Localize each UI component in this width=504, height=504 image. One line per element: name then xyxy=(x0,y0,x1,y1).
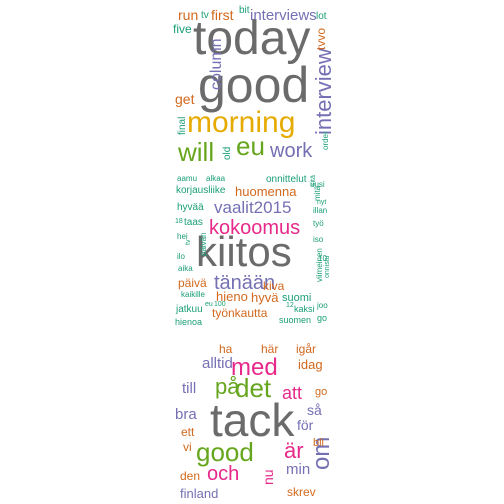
english-cloud-word: today xyxy=(193,12,311,65)
finnish-cloud-word: 10 xyxy=(318,254,327,263)
swedish-cloud-word: med xyxy=(231,354,278,381)
finnish-cloud-word: joo xyxy=(317,301,328,310)
swedish-cloud-word: vi xyxy=(183,440,192,454)
finnish-cloud-word: eu xyxy=(205,301,213,308)
english-cloud-word: morning xyxy=(187,106,296,139)
english-cloud-word: order xyxy=(321,131,330,150)
finnish-cloud-word: huomenna xyxy=(235,184,297,199)
english-cloud-word: five xyxy=(173,22,192,36)
finnish-cloud-word: taas xyxy=(184,217,203,228)
swedish-cloud-word: är xyxy=(284,438,304,463)
finnish-cloud-word: 100 xyxy=(214,301,226,308)
swedish-cloud-word: att xyxy=(282,383,303,403)
english-cloud-word: get xyxy=(175,91,195,107)
finnish-cloud-word: jatkuu xyxy=(176,304,203,315)
finnish-cloud-word: go xyxy=(317,313,328,323)
finnish-cloud-word: työ xyxy=(313,219,324,228)
english-cloud-word: lot xyxy=(316,11,327,22)
swedish-word-cloud xyxy=(170,338,334,504)
finnish-cloud-word: 12 xyxy=(286,302,294,309)
english-cloud-word: will xyxy=(178,137,215,167)
english-cloud-word: interview xyxy=(311,48,336,135)
english-cloud-word: good xyxy=(198,57,310,113)
english-cloud-word: interviews xyxy=(250,7,317,24)
finnish-cloud-word: kiva xyxy=(263,279,285,293)
finnish-cloud-word: korjausliike xyxy=(176,185,226,196)
finnish-cloud-word: iso xyxy=(313,235,324,244)
english-cloud-word: eu xyxy=(236,131,265,161)
swedish-cloud-word: för xyxy=(297,417,314,433)
english-cloud-word: bit xyxy=(239,5,250,16)
english-cloud-word: run xyxy=(178,7,199,23)
finnish-cloud-word: aika xyxy=(178,264,193,273)
finnish-cloud-word: viimeinen xyxy=(315,248,324,282)
finnish-cloud-word: kiitos xyxy=(196,228,292,275)
finnish-cloud-word: 18 xyxy=(175,218,183,225)
swedish-cloud-word: och xyxy=(207,463,240,485)
swedish-cloud-word: bra xyxy=(175,406,197,423)
swedish-cloud-word: min xyxy=(286,461,311,478)
swedish-cloud-word: good xyxy=(196,437,254,467)
finnish-cloud-word: kaikille xyxy=(181,290,206,299)
swedish-cloud-word: go xyxy=(315,386,328,398)
finnish-cloud-word: onnittelut xyxy=(266,174,307,185)
finnish-cloud-word: tv xyxy=(185,239,192,245)
finnish-cloud-word: vaalit2015 xyxy=(214,198,292,217)
swedish-cloud-word: det xyxy=(235,373,272,403)
swedish-cloud-word: igår xyxy=(296,342,317,356)
swedish-cloud-word: ha xyxy=(219,342,233,356)
swedish-cloud-word: på xyxy=(215,374,240,399)
swedish-cloud-word: ett xyxy=(181,425,195,439)
finnish-cloud-word: alkaa xyxy=(206,174,226,183)
swedish-cloud-word: tack xyxy=(210,394,295,446)
finnish-cloud-word: päivä xyxy=(178,276,207,290)
english-cloud-word: tv xyxy=(201,10,209,21)
swedish-cloud-word: idag xyxy=(298,357,323,372)
finnish-cloud-word: kokoomus xyxy=(209,217,301,239)
finnish-cloud-word: hyvä xyxy=(251,290,279,305)
finnish-cloud-word: illan xyxy=(313,206,328,215)
swedish-cloud-word: till xyxy=(182,380,197,397)
finnish-cloud-word: suomen xyxy=(279,315,312,325)
finnish-cloud-word: päivän xyxy=(199,232,208,256)
finnish-cloud-word: hyvää xyxy=(177,202,204,213)
finnish-cloud-word: sitä xyxy=(310,175,317,186)
finnish-cloud-word: tänään xyxy=(214,272,276,294)
english-cloud-word: first xyxy=(211,7,234,23)
finnish-cloud-word: hienoa xyxy=(175,317,203,327)
finnish-cloud-word: suomi xyxy=(282,292,312,304)
english-cloud-word: old xyxy=(222,146,233,160)
english-cloud-word: tvvo xyxy=(314,27,328,50)
swedish-cloud-word: så xyxy=(307,402,322,418)
english-cloud-word: column xyxy=(208,38,225,90)
swedish-cloud-word: finland xyxy=(180,486,219,501)
finnish-cloud-word: aamu xyxy=(177,174,198,183)
finnish-cloud-word: työnkautta xyxy=(212,306,268,320)
swedish-cloud-word: skrev xyxy=(287,485,316,499)
finnish-word-cloud xyxy=(170,170,334,330)
finnish-cloud-word: onnistu xyxy=(324,255,331,278)
swedish-cloud-word: nu xyxy=(260,469,276,485)
finnish-cloud-word: hieno xyxy=(216,289,248,304)
finnish-cloud-word: nyt xyxy=(317,199,327,206)
finnish-cloud-word: uusi xyxy=(310,180,325,189)
finnish-cloud-word: kaksi xyxy=(294,304,315,314)
swedish-cloud-word: bli xyxy=(313,437,325,449)
finnish-cloud-word: hei xyxy=(177,232,188,241)
english-word-cloud xyxy=(170,0,334,162)
swedish-cloud-word: här xyxy=(261,342,279,356)
english-cloud-word: final xyxy=(177,116,188,135)
swedish-cloud-word: alltid xyxy=(202,355,233,372)
finnish-cloud-word: ilo xyxy=(177,252,186,261)
english-cloud-word: work xyxy=(270,140,313,162)
swedish-cloud-word: den xyxy=(180,469,201,483)
